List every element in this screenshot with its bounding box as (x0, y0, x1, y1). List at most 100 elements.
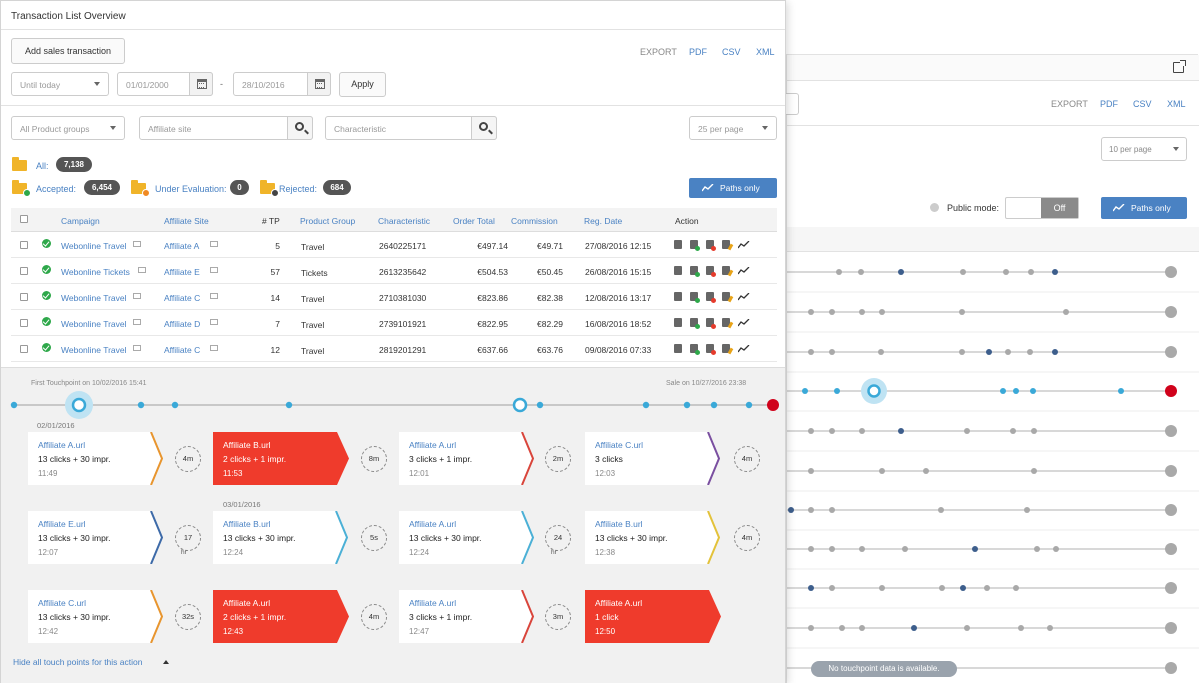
external-link-icon[interactable] (210, 241, 218, 247)
folder-accepted-link[interactable]: Accepted: (36, 184, 77, 194)
view-icon[interactable] (674, 240, 682, 249)
col-product-group[interactable]: Product Group (300, 216, 356, 226)
card-title[interactable]: Affiliate A.url (38, 440, 86, 450)
touchpoint-card[interactable]: Affiliate B.url 2 clicks + 1 impr. 11:53 (213, 432, 351, 485)
touchpoint-card[interactable]: Affiliate B.url 13 clicks + 30 impr. 12:38 (585, 511, 723, 564)
affiliate-site-input[interactable]: Affiliate site (139, 116, 313, 140)
bg-per-page-select[interactable]: 10 per page (1101, 137, 1187, 161)
external-link-icon[interactable] (210, 345, 218, 351)
bg-export-pdf[interactable]: PDF (1100, 99, 1118, 109)
touchpoint-card[interactable]: Affiliate A.url 13 clicks + 30 impr. 12:24 (399, 511, 537, 564)
external-link-icon[interactable] (133, 293, 141, 299)
approve-icon[interactable] (690, 240, 700, 251)
view-icon[interactable] (674, 318, 682, 327)
row-checkbox[interactable] (20, 319, 28, 327)
trend-icon[interactable] (738, 345, 750, 353)
external-link-icon[interactable] (210, 319, 218, 325)
trend-icon[interactable] (738, 319, 750, 327)
card-title[interactable]: Affiliate A.url (409, 598, 457, 608)
row-affiliate[interactable]: Affiliate D (164, 319, 201, 329)
reject-icon[interactable] (706, 240, 716, 251)
external-link-icon[interactable] (133, 319, 141, 325)
reject-icon[interactable] (706, 318, 716, 329)
touchpoint-card[interactable]: Affiliate A.url 3 clicks + 1 impr. 12:01 (399, 432, 537, 485)
bg-paths-only-button[interactable]: Paths only (1101, 197, 1187, 219)
touchpoint-card[interactable]: Affiliate A.url 2 clicks + 1 impr. 12:43 (213, 590, 351, 643)
calendar-icon[interactable] (189, 72, 213, 96)
reject-icon[interactable] (706, 266, 716, 277)
public-mode-toggle[interactable]: Off (1005, 197, 1079, 219)
external-link-icon[interactable] (1173, 60, 1186, 73)
apply-button[interactable]: Apply (339, 72, 386, 97)
approve-icon[interactable] (690, 318, 700, 329)
external-link-icon[interactable] (133, 241, 141, 247)
date-to-input[interactable]: 28/10/2016 (233, 72, 331, 96)
card-title[interactable]: Affiliate C.url (38, 598, 87, 608)
card-title[interactable]: Affiliate A.url (223, 598, 271, 608)
row-checkbox[interactable] (20, 267, 28, 275)
col-characteristic[interactable]: Characteristic (378, 216, 430, 226)
table-row[interactable]: Webonline Tickets Affiliate E 57 Tickets 261… (11, 258, 777, 284)
export-pdf-link[interactable]: PDF (689, 47, 707, 57)
external-link-icon[interactable] (133, 345, 141, 351)
bg-export-xml[interactable]: XML (1167, 99, 1186, 109)
touchpoint-card[interactable]: Affiliate E.url 13 clicks + 30 impr. 12:07 (28, 511, 166, 564)
row-campaign[interactable]: Webonline Travel (61, 345, 127, 355)
table-row[interactable]: Webonline Travel Affiliate C 12 Travel 28192… (11, 336, 777, 362)
col-campaign[interactable]: Campaign (61, 216, 100, 226)
table-row[interactable]: Webonline Travel Affiliate C 14 Travel 27103… (11, 284, 777, 310)
folder-all-link[interactable]: All: (36, 161, 49, 171)
trend-icon[interactable] (738, 267, 750, 275)
caret-up-icon[interactable] (163, 660, 169, 664)
bg-export-csv[interactable]: CSV (1133, 99, 1152, 109)
view-icon[interactable] (674, 266, 682, 275)
reject-icon[interactable] (706, 344, 716, 355)
approve-icon[interactable] (690, 344, 700, 355)
col-order-total[interactable]: Order Total (453, 216, 495, 226)
period-select[interactable]: Until today (11, 72, 109, 96)
row-campaign[interactable]: Webonline Travel (61, 319, 127, 329)
view-icon[interactable] (674, 344, 682, 353)
touchpoint-card[interactable]: Affiliate A.url 3 clicks + 1 impr. 12:47 (399, 590, 537, 643)
approve-icon[interactable] (690, 292, 700, 303)
row-checkbox[interactable] (20, 293, 28, 301)
row-campaign[interactable]: Webonline Tickets (61, 267, 130, 277)
folder-under-evaluation-link[interactable]: Under Evaluation: (155, 184, 227, 194)
search-icon[interactable] (471, 116, 497, 140)
touchpoint-card[interactable]: Affiliate C.url 13 clicks + 30 impr. 12:42 (28, 590, 166, 643)
row-affiliate[interactable]: Affiliate C (164, 293, 201, 303)
edit-icon[interactable] (722, 266, 730, 275)
card-title[interactable]: Affiliate B.url (595, 519, 643, 529)
external-link-icon[interactable] (210, 267, 218, 273)
select-all-checkbox[interactable] (20, 215, 28, 223)
export-xml-link[interactable]: XML (756, 47, 775, 57)
export-csv-link[interactable]: CSV (722, 47, 741, 57)
col-commission[interactable]: Commission (511, 216, 558, 226)
touchpoint-card[interactable]: Affiliate B.url 13 clicks + 30 impr. 12:24 (213, 511, 351, 564)
row-checkbox[interactable] (20, 241, 28, 249)
approve-icon[interactable] (690, 266, 700, 277)
edit-icon[interactable] (722, 240, 730, 249)
trend-icon[interactable] (738, 241, 750, 249)
row-affiliate[interactable]: Affiliate E (164, 267, 200, 277)
row-affiliate[interactable]: Affiliate A (164, 241, 200, 251)
col-affiliate-site[interactable]: Affiliate Site (164, 216, 209, 226)
row-affiliate[interactable]: Affiliate C (164, 345, 201, 355)
search-icon[interactable] (287, 116, 313, 140)
characteristic-input[interactable]: Characteristic (325, 116, 497, 140)
card-title[interactable]: Affiliate B.url (223, 519, 271, 529)
edit-icon[interactable] (722, 318, 730, 327)
card-title[interactable]: Affiliate B.url (223, 440, 271, 450)
edit-icon[interactable] (722, 292, 730, 301)
folder-rejected-link[interactable]: Rejected: (279, 184, 318, 194)
col-tp[interactable]: # TP (262, 216, 280, 226)
external-link-icon[interactable] (210, 293, 218, 299)
row-campaign[interactable]: Webonline Travel (61, 293, 127, 303)
card-title[interactable]: Affiliate E.url (38, 519, 86, 529)
row-checkbox[interactable] (20, 345, 28, 353)
date-from-input[interactable]: 01/01/2000 (117, 72, 213, 96)
table-row[interactable]: Webonline Travel Affiliate D 7 Travel 273910… (11, 310, 777, 336)
card-title[interactable]: Affiliate A.url (595, 598, 643, 608)
hide-touchpoints-link[interactable]: Hide all touch points for this action (13, 657, 143, 667)
card-title[interactable]: Affiliate C.url (595, 440, 644, 450)
